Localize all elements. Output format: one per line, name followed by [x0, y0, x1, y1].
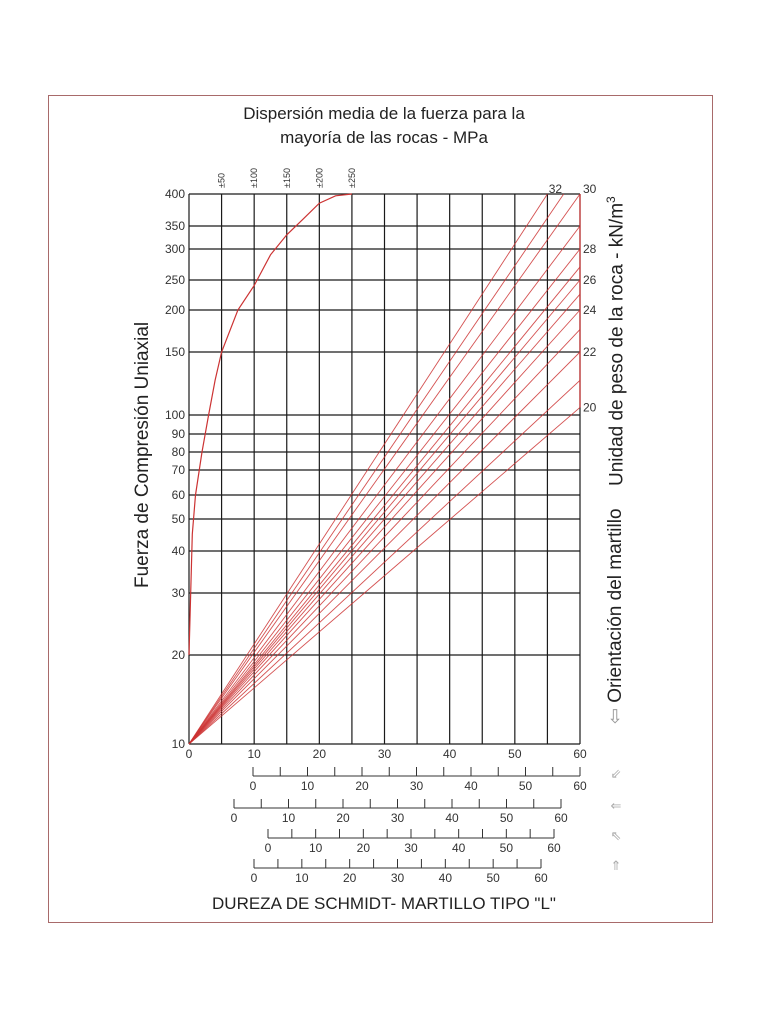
secondary-scale-label: 10 [309, 841, 323, 855]
secondary-scale-label: 10 [295, 871, 309, 885]
figure-frame [48, 95, 713, 923]
secondary-scale-label: 50 [486, 871, 500, 885]
secondary-scale-label: 50 [519, 779, 533, 793]
y-tick-label: 300 [165, 242, 185, 256]
y-tick-label: 60 [172, 488, 186, 502]
orientation-label: ⇦ Orientación del martillo [604, 508, 627, 724]
y-tick-label: 70 [172, 463, 186, 477]
unit-weight-label: 26 [583, 273, 597, 287]
x-tick-label: 40 [443, 747, 457, 761]
secondary-scale-label: 50 [500, 841, 514, 855]
unit-weight-line-27 [188, 266, 581, 745]
secondary-scale-label: 40 [452, 841, 466, 855]
secondary-scale-label: 30 [404, 841, 418, 855]
dispersion-tick-label: ±150 [282, 168, 292, 188]
y-tick-label: 100 [165, 408, 185, 422]
y2-axis-text: Unidad de peso de la roca - kN/m [606, 202, 628, 486]
unit-weight-line-30 [188, 193, 581, 745]
unit-weight-line-24 [188, 309, 581, 745]
chart-title-line-1: Dispersión media de la fuerza para la [243, 104, 525, 123]
secondary-scale-label: 20 [343, 871, 357, 885]
y-tick-label: 200 [165, 303, 185, 317]
x-tick-label: 50 [508, 747, 522, 761]
unit-weight-line-32 [188, 193, 548, 745]
x-tick-label: 30 [378, 747, 392, 761]
secondary-scale-label: 50 [500, 811, 514, 825]
secondary-scale-label: 10 [301, 779, 315, 793]
unit-weight-line-31 [188, 193, 565, 745]
y-tick-label: 400 [165, 187, 185, 201]
orientation-text: Orientación del martillo [605, 508, 626, 703]
secondary-scale-label: 0 [265, 841, 272, 855]
hammer-orientation-up-slant-icon: ⇖ [611, 828, 622, 843]
dispersion-curve [188, 193, 352, 656]
dispersion-tick-label: ±200 [314, 168, 324, 188]
dispersion-tick-label: ±50 [217, 173, 227, 188]
unit-weight-line-20 [188, 407, 581, 745]
hammer-orientation-horizontal-icon: ⇐ [611, 798, 622, 813]
x-tick-label: 60 [573, 747, 587, 761]
y-tick-label: 30 [172, 586, 186, 600]
orientation-arrow-icon: ⇦ [605, 702, 626, 724]
hammer-orientation-down-slant-icon: ⇙ [611, 766, 622, 781]
y-tick-label: 10 [172, 737, 186, 751]
unit-weight-line-22 [188, 351, 581, 745]
secondary-scale-label: 60 [554, 811, 568, 825]
unit-weight-label: 28 [583, 242, 597, 256]
secondary-scale-label: 30 [410, 779, 424, 793]
y-tick-label: 90 [172, 427, 186, 441]
secondary-scale-label: 0 [251, 871, 258, 885]
unit-weight-line-25 [188, 293, 581, 745]
secondary-scale-label: 30 [391, 871, 405, 885]
secondary-scale-label: 40 [445, 811, 459, 825]
secondary-scale-label: 10 [282, 811, 296, 825]
y-tick-label: 150 [165, 345, 185, 359]
secondary-scale-label: 60 [573, 779, 587, 793]
secondary-scale-label: 40 [464, 779, 478, 793]
y-tick-label: 350 [165, 219, 185, 233]
secondary-scale-label: 20 [357, 841, 371, 855]
secondary-scale-label: 60 [534, 871, 548, 885]
unit-weight-line-23 [188, 329, 581, 745]
unit-weight-line-29 [188, 225, 581, 745]
unit-weight-line-21 [188, 379, 581, 745]
unit-weight-line-26 [188, 279, 581, 745]
unit-weight-label: 32 [549, 182, 563, 196]
y-tick-label: 80 [172, 445, 186, 459]
dispersion-tick-label: ±250 [347, 168, 357, 188]
secondary-scale-label: 20 [336, 811, 350, 825]
y-tick-label: 20 [172, 648, 186, 662]
unit-weight-label: 22 [583, 345, 597, 359]
secondary-scale-label: 0 [231, 811, 238, 825]
secondary-scale-label: 0 [250, 779, 257, 793]
x-tick-label: 0 [186, 747, 193, 761]
y2-axis-label: Unidad de peso de la roca - kN/m3 [604, 196, 628, 486]
secondary-scale-label: 20 [355, 779, 369, 793]
secondary-scale-label: 40 [439, 871, 453, 885]
y-tick-label: 40 [172, 544, 186, 558]
dispersion-tick-label: ±100 [249, 168, 259, 188]
secondary-scale-label: 30 [391, 811, 405, 825]
x-tick-label: 20 [313, 747, 327, 761]
y-axis-label: Fuerza de Compresión Uniaxial [132, 321, 153, 588]
unit-weight-line-28 [188, 248, 581, 745]
secondary-scale-label: 60 [547, 841, 561, 855]
chart-title-line-2: mayoría de las rocas - MPa [280, 128, 488, 147]
unit-weight-label: 24 [583, 303, 597, 317]
x-axis-label: DUREZA DE SCHMIDT- MARTILLO TIPO "L" [212, 894, 556, 913]
y2-axis-superscript: 3 [604, 196, 618, 203]
unit-weight-label: 20 [583, 400, 597, 414]
unit-weight-label: 30 [583, 182, 597, 196]
y-tick-label: 250 [165, 273, 185, 287]
x-tick-label: 10 [247, 747, 261, 761]
hammer-orientation-up-icon: ⇑ [611, 858, 622, 873]
y-tick-label: 50 [172, 512, 186, 526]
